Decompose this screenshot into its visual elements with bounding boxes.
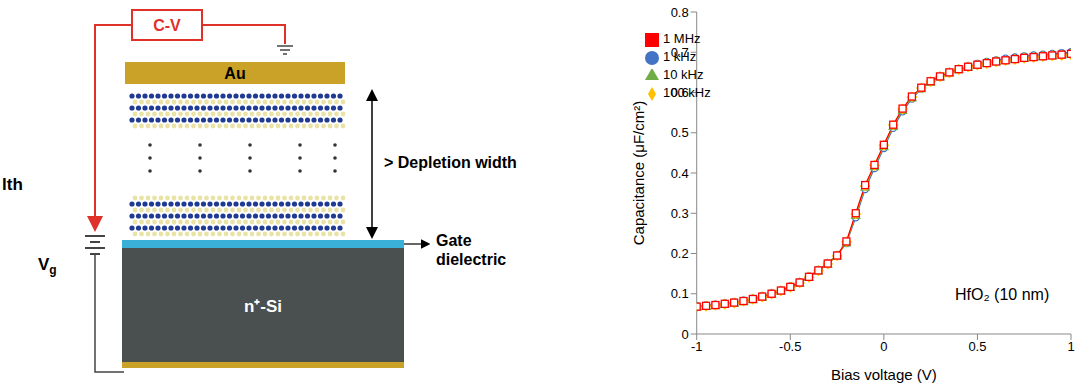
svg-text:0.2: 0.2 [671, 246, 689, 261]
svg-text:0.5: 0.5 [671, 125, 689, 140]
svg-text:-0.5: -0.5 [779, 339, 801, 354]
svg-text:1: 1 [1067, 339, 1074, 354]
svg-text:lth: lth [2, 175, 23, 194]
svg-text:Au: Au [224, 65, 245, 82]
svg-text:Capacitance (μF/cm²): Capacitance (μF/cm²) [630, 101, 647, 246]
svg-text:0.6: 0.6 [671, 85, 689, 100]
svg-text:0: 0 [681, 327, 688, 342]
svg-text:0: 0 [880, 339, 887, 354]
svg-text:0.3: 0.3 [671, 206, 689, 221]
svg-text:0.4: 0.4 [671, 166, 689, 181]
svg-text:Vg: Vg [38, 255, 57, 277]
svg-text:0.1: 0.1 [671, 286, 689, 301]
svg-text:Gatedielectric: Gatedielectric [436, 232, 506, 268]
svg-text:-1: -1 [691, 339, 703, 354]
svg-text:Bias voltage (V): Bias voltage (V) [831, 366, 937, 383]
svg-text:0.5: 0.5 [968, 339, 986, 354]
svg-text:> Depletion width: > Depletion width [384, 154, 517, 171]
svg-text:C-V: C-V [153, 17, 181, 34]
svg-text:0.7: 0.7 [671, 45, 689, 60]
svg-text:n⁺-Si: n⁺-Si [244, 297, 282, 316]
svg-text:0.8: 0.8 [671, 5, 689, 20]
